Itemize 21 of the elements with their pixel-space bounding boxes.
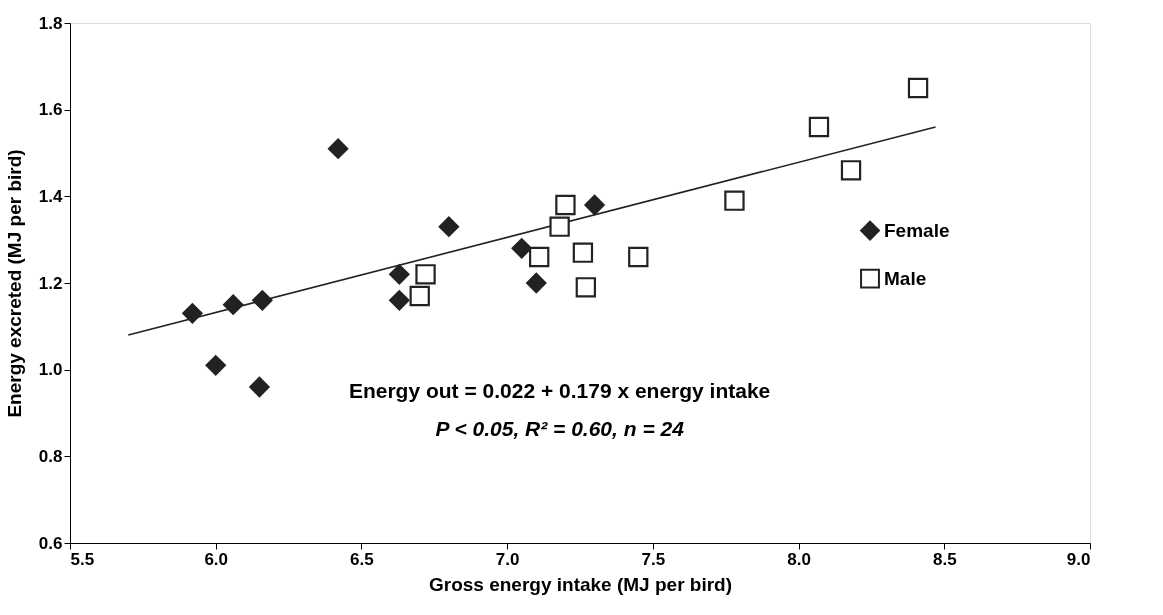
y-tick-label: 0.8 [38,446,63,466]
y-axis-title: Energy excreted (MJ per bird) [3,149,25,418]
y-tick-label: 1.8 [38,13,63,33]
x-tick-label: 8.0 [787,549,811,569]
legend-label: Female [884,219,950,241]
x-tick-label: 9.0 [1066,549,1091,569]
annotation: Energy out = 0.022 + 0.179 x energy intake [348,379,771,403]
annotation: P < 0.05, R² = 0.60, n = 24 [435,417,685,441]
y-tick-label: 1.0 [38,360,63,380]
x-tick-label: 7.0 [495,549,520,569]
x-tick-label: 5.5 [70,549,95,569]
x-tick-label: 7.5 [641,549,666,569]
x-tick-label: 8.5 [932,549,957,569]
x-tick-label: 6.5 [350,549,374,569]
x-tick-label: 6.0 [204,549,229,569]
y-tick-label: 0.6 [38,533,63,553]
y-tick-label: 1.2 [38,273,63,293]
legend-label: Male [884,267,927,289]
x-axis-title: Gross energy intake (MJ per bird) [428,573,733,595]
y-tick-label: 1.4 [38,186,64,206]
y-tick-label: 1.6 [38,100,63,120]
